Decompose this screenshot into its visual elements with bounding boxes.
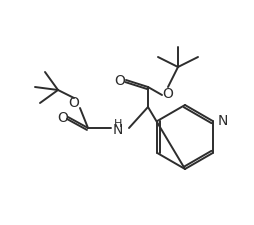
Text: N: N (113, 122, 123, 136)
Text: O: O (163, 87, 173, 101)
Text: O: O (115, 74, 125, 88)
Text: O: O (58, 110, 68, 124)
Text: H: H (114, 119, 122, 128)
Text: N: N (218, 113, 228, 127)
Text: O: O (69, 96, 80, 110)
